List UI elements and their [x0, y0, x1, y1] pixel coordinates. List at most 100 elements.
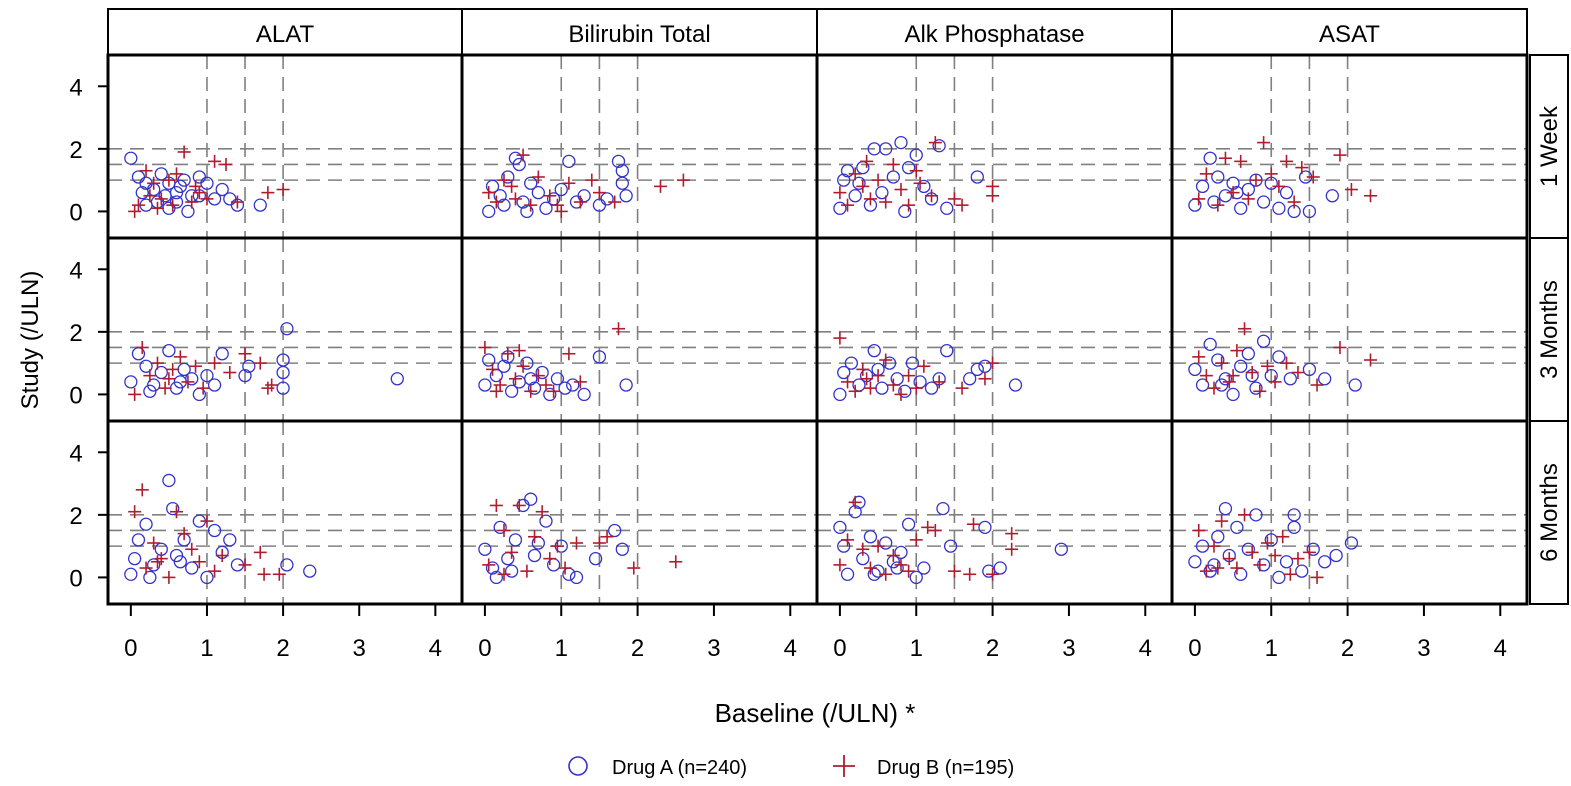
data-point-drug-b	[676, 173, 690, 187]
panel-asat-6-months	[1170, 419, 1529, 606]
data-point-drug-b	[1192, 192, 1206, 206]
data-point-drug-b	[1222, 552, 1236, 566]
data-point-drug-b	[1310, 378, 1324, 392]
data-point-drug-b	[562, 347, 576, 361]
data-point-drug-b	[497, 567, 511, 581]
data-point-drug-b	[177, 145, 191, 159]
data-point-drug-a	[543, 387, 557, 402]
data-point-drug-a	[531, 185, 545, 200]
data-point-drug-a	[970, 170, 984, 184]
data-point-drug-a	[909, 148, 923, 162]
data-point-drug-a	[154, 167, 168, 181]
data-point-drug-b	[592, 186, 606, 200]
data-point-drug-b	[1241, 192, 1255, 206]
data-point-drug-a	[848, 189, 862, 203]
data-point-drug-b	[932, 375, 946, 389]
data-point-drug-a	[924, 381, 939, 395]
data-point-drug-a	[905, 356, 920, 370]
data-point-drug-b	[1291, 552, 1305, 566]
data-point-drug-b	[253, 356, 267, 370]
data-point-drug-a	[390, 372, 404, 386]
data-point-drug-a	[147, 558, 161, 572]
data-point-drug-a	[1188, 555, 1202, 569]
column-label-asat: ASAT	[1319, 21, 1380, 48]
x-tick-label: 2	[276, 635, 289, 662]
data-point-drug-b	[150, 201, 164, 215]
data-point-drug-a	[280, 322, 294, 336]
data-point-drug-a	[1283, 372, 1297, 386]
data-point-drug-a	[978, 520, 992, 535]
data-point-drug-a	[1318, 555, 1332, 569]
row-label-6-months: 6 Months	[1536, 463, 1563, 562]
data-point-drug-a	[497, 359, 511, 373]
data-point-drug-b	[170, 167, 184, 181]
data-point-drug-a	[1226, 387, 1240, 402]
data-point-drug-b	[879, 567, 893, 581]
data-point-drug-a	[162, 473, 176, 488]
x-tick-label: 3	[1062, 635, 1075, 662]
data-point-drug-a	[837, 173, 851, 187]
data-point-drug-a	[200, 176, 214, 190]
data-point-drug-a	[173, 179, 187, 194]
data-point-drug-b	[261, 186, 275, 200]
data-point-drug-a	[1325, 189, 1339, 203]
data-point-drug-b	[524, 384, 538, 398]
data-point-drug-b	[833, 331, 847, 345]
data-point-drug-b	[501, 347, 515, 361]
data-point-drug-b	[150, 555, 164, 569]
data-point-drug-b	[223, 366, 237, 380]
data-point-drug-b	[573, 195, 587, 209]
x-tick-label: 1	[555, 635, 568, 662]
x-tick-label: 2	[631, 635, 644, 662]
data-point-drug-b	[856, 542, 870, 556]
data-point-drug-b	[1199, 564, 1213, 578]
data-point-drug-a	[215, 347, 229, 361]
data-point-drug-a	[482, 353, 496, 367]
data-point-drug-b	[128, 387, 142, 401]
data-point-drug-b	[128, 204, 142, 218]
data-point-drug-a	[524, 372, 538, 386]
data-point-drug-a	[524, 176, 538, 190]
data-point-drug-b	[135, 340, 149, 354]
data-point-drug-b	[612, 322, 626, 336]
data-point-drug-b	[200, 192, 214, 206]
x-tick-label: 3	[353, 635, 366, 662]
data-point-drug-a	[1008, 378, 1023, 392]
data-point-drug-a	[619, 378, 633, 392]
y-tick-label: 4	[69, 257, 82, 284]
data-point-drug-a	[875, 185, 889, 200]
panel-alk-phosphatase-1-week	[815, 53, 1174, 240]
data-point-drug-b	[1333, 148, 1347, 162]
data-point-drug-b	[1226, 186, 1240, 200]
data-point-drug-b	[162, 173, 176, 187]
data-point-drug-a	[1279, 555, 1294, 569]
data-point-drug-a	[867, 343, 881, 358]
data-point-drug-b	[1005, 542, 1019, 556]
data-point-drug-a	[943, 539, 958, 553]
data-point-drug-a	[1188, 362, 1202, 377]
y-tick-label: 4	[69, 440, 82, 467]
data-point-drug-b	[1272, 179, 1286, 193]
data-point-drug-a	[1272, 350, 1286, 364]
data-point-drug-a	[1256, 195, 1271, 209]
data-point-drug-b	[1291, 366, 1305, 380]
data-point-drug-b	[848, 167, 862, 181]
data-point-drug-b	[841, 375, 855, 389]
data-point-drug-a	[840, 567, 855, 581]
data-point-drug-a	[833, 387, 847, 402]
data-point-drug-b	[196, 381, 210, 395]
data-point-drug-b	[856, 362, 870, 376]
data-point-drug-b	[272, 567, 286, 581]
data-point-drug-a	[833, 520, 847, 535]
data-point-drug-b	[909, 381, 923, 395]
data-point-drug-b	[653, 179, 667, 193]
data-point-drug-b	[608, 195, 622, 209]
column-strip-bilirubin-total	[461, 8, 818, 56]
data-point-drug-a	[936, 501, 950, 516]
data-point-drug-b	[139, 164, 153, 178]
panel-background	[1172, 421, 1527, 604]
data-point-drug-a	[478, 542, 492, 556]
data-point-drug-b	[848, 384, 862, 398]
data-point-drug-b	[162, 570, 176, 584]
data-point-drug-b	[508, 192, 522, 206]
